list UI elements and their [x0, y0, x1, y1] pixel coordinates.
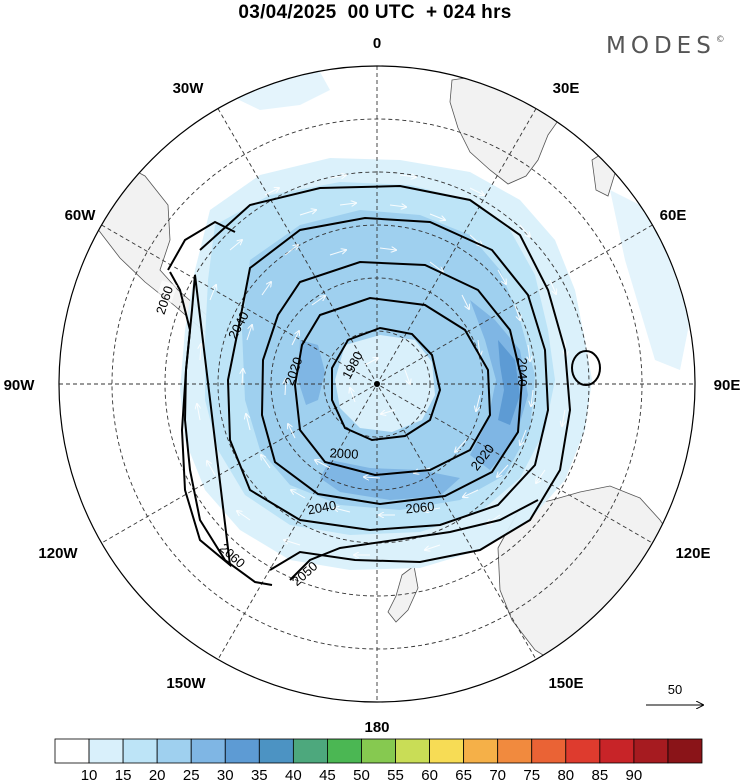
colorbar-swatch: [292, 738, 328, 764]
height-contours: [167, 184, 601, 586]
colorbar-swatch: [565, 738, 601, 764]
lon-label-90e: 90E: [714, 377, 741, 394]
contour-2020: [260, 260, 524, 506]
lon-label-30e: 30E: [553, 80, 580, 97]
colorbar-label: 45: [319, 767, 336, 782]
wind-speed-shade-20-center: [335, 335, 435, 432]
map-content: 2060 2040 2020 1980 2000 2020 2040 2040 …: [59, 66, 695, 702]
lon-label-150e: 150E: [548, 675, 583, 692]
contour-label: 2040: [515, 358, 530, 387]
colorbar-swatch: [361, 738, 396, 764]
colorbar-label: 65: [455, 767, 472, 782]
reference-vector-label: 50: [668, 682, 682, 697]
contour-closed-east: [571, 350, 601, 386]
colorbar-swatch: [429, 738, 465, 764]
colorbar-swatch: [531, 738, 567, 764]
madagascar-landmass: [591, 149, 617, 197]
colorbar-swatch: [224, 738, 260, 764]
lon-label-150w: 150W: [166, 675, 206, 692]
colorbar-label: 75: [523, 767, 540, 782]
lon-label-120e: 120E: [675, 545, 710, 562]
colorbar-swatch: [395, 738, 430, 764]
colorbar-label: 40: [285, 767, 302, 782]
colorbar-label: 70: [489, 767, 506, 782]
wind-speed-shade-30c: [298, 340, 325, 405]
colorbar-swatch: [54, 738, 90, 764]
lon-label-60w: 60W: [65, 207, 97, 224]
map-boundary: [58, 65, 696, 703]
wind-speed-shade-15c: [610, 190, 690, 370]
colorbar-label: 85: [591, 767, 608, 782]
colorbar-label: 80: [557, 767, 574, 782]
wind-speed-shade-15b: [230, 70, 330, 110]
colorbar-swatch: [497, 738, 533, 764]
lon-label-60e: 60E: [660, 207, 687, 224]
lon-label-120w: 120W: [38, 545, 78, 562]
logo-text: MODES: [606, 33, 716, 59]
contour-2000: [293, 296, 492, 477]
colorbar-swatch: [190, 738, 226, 764]
lon-label-90w: 90W: [4, 377, 36, 394]
colorbar-label: 90: [626, 767, 643, 782]
colorbar-swatch: [667, 738, 703, 764]
colorbar-label: 20: [149, 767, 166, 782]
colorbar-swatch: [327, 738, 362, 764]
colorbar: 10 15 20 25 30 35 40 45 50 55 60 65 70 75 80 85 90: [54, 738, 703, 782]
colorbar-label: 10: [81, 767, 98, 782]
contour-2050: [289, 499, 539, 581]
colorbar-swatch: [463, 738, 499, 764]
new-zealand-landmass: [387, 565, 419, 623]
colorbar-label: 50: [353, 767, 370, 782]
colorbar-label: 15: [115, 767, 132, 782]
contour-2060-inner: [180, 184, 572, 571]
colorbar-swatch: [633, 738, 669, 764]
contour-label: 2060: [405, 499, 435, 517]
colorbar-swatch: [88, 738, 124, 764]
colorbar-swatch: [599, 738, 635, 764]
contour-1980: [331, 326, 442, 442]
reference-vector: 50: [646, 682, 703, 705]
modes-logo: MODES©: [606, 33, 725, 59]
colorbar-swatch: [156, 738, 192, 764]
colorbar-label: 35: [251, 767, 268, 782]
africa-landmass: [449, 71, 566, 185]
colorbar-label: 30: [217, 767, 234, 782]
contour-2040: [226, 216, 550, 532]
colorbar-swatch: [258, 738, 294, 764]
lon-label-180: 180: [364, 719, 389, 736]
map-title: 03/04/2025 00 UTC + 024 hrs: [238, 2, 512, 23]
logo-mark: ©: [715, 35, 725, 45]
colorbar-label: 55: [387, 767, 404, 782]
colorbar-swatch: [122, 738, 158, 764]
longitude-labels: 0 30W 30E 60W 60E 90W 90E 120W 120E 150W…: [4, 35, 741, 736]
south-pole-marker: [374, 381, 380, 387]
wind-vectors: [197, 175, 566, 555]
contour-label: 2040: [306, 498, 337, 518]
wind-speed-shade-35: [498, 340, 520, 425]
lon-label-0: 0: [373, 35, 381, 52]
lon-label-30w: 30W: [173, 80, 205, 97]
contour-label: 2000: [329, 445, 359, 461]
contour-2060-outer: [167, 220, 273, 586]
colorbar-label: 60: [421, 767, 438, 782]
colorbar-label: 25: [183, 767, 200, 782]
